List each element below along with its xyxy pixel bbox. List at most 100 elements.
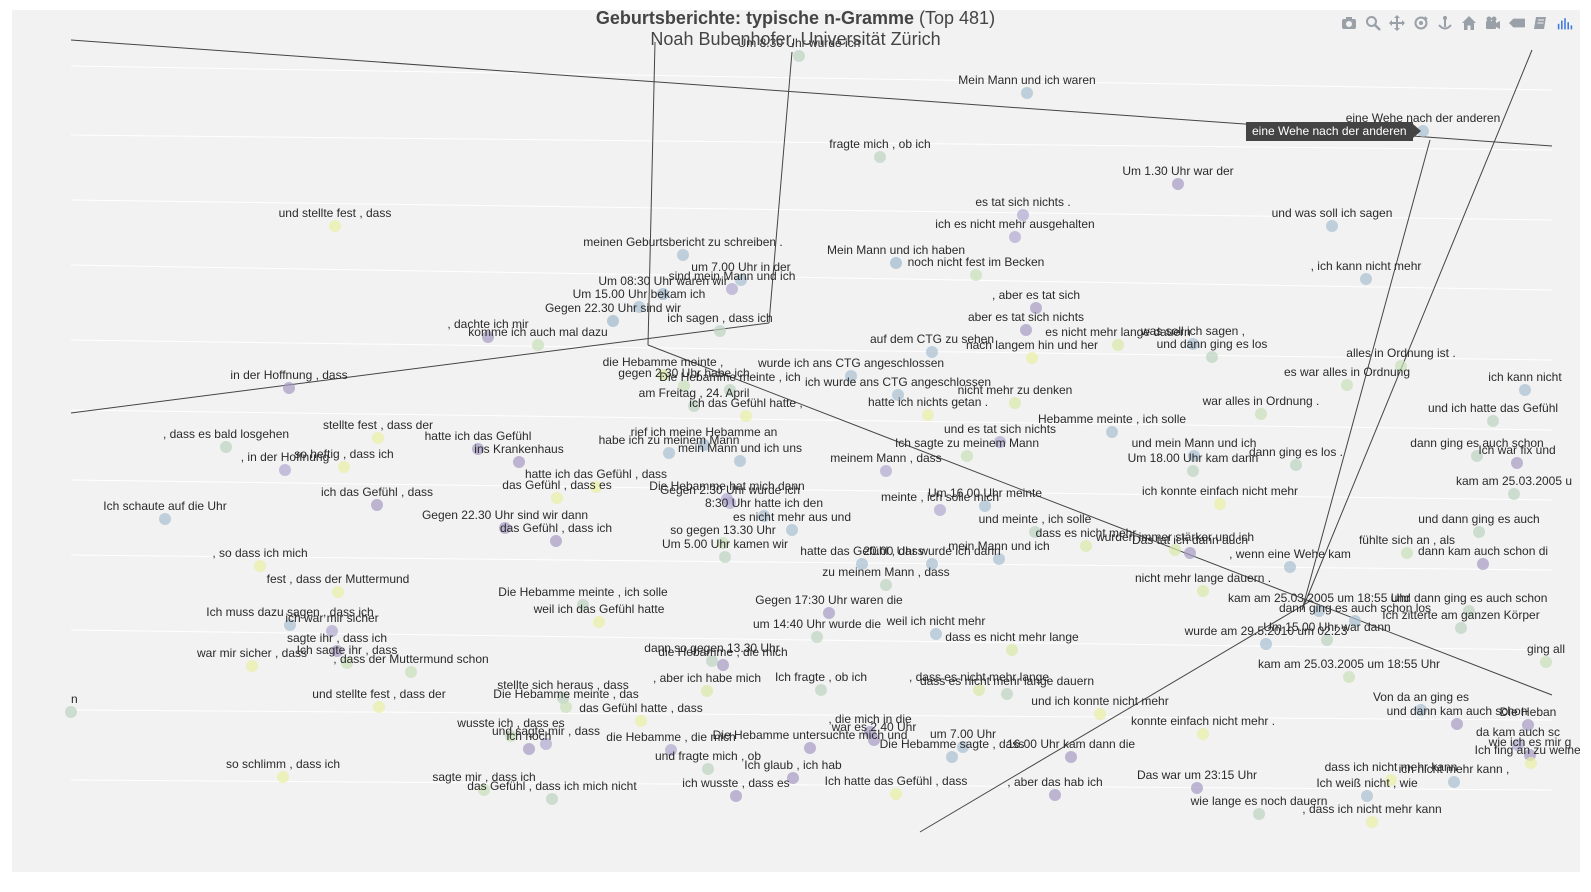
camera-last-save-icon[interactable] xyxy=(1483,13,1503,33)
point-marker-70[interactable] xyxy=(159,513,171,525)
point-marker-142[interactable] xyxy=(1525,757,1537,769)
point-marker-87[interactable] xyxy=(926,558,938,570)
point-marker-105[interactable] xyxy=(331,645,343,657)
point-marker-106[interactable] xyxy=(706,655,718,667)
point-marker-96[interactable] xyxy=(284,619,296,631)
point-marker-15[interactable] xyxy=(657,288,669,300)
point-marker-125[interactable] xyxy=(635,715,647,727)
point-marker-139[interactable] xyxy=(702,763,714,775)
point-marker-52[interactable] xyxy=(663,447,675,459)
point-marker-50[interactable] xyxy=(220,441,232,453)
point-marker-43[interactable] xyxy=(1106,426,1118,438)
point-marker-95[interactable] xyxy=(1463,605,1475,617)
home-icon[interactable] xyxy=(1459,13,1479,33)
point-marker-116[interactable] xyxy=(701,685,713,697)
point-marker-7[interactable] xyxy=(1326,220,1338,232)
point-marker-92[interactable] xyxy=(577,599,589,611)
point-marker-148[interactable] xyxy=(546,793,558,805)
point-marker-48[interactable] xyxy=(1188,450,1200,462)
point-marker-58[interactable] xyxy=(513,456,525,468)
plot-area[interactable]: Um 8.30 Uhr wurde ich Mein Mann und ich w… xyxy=(12,10,1580,872)
point-marker-38[interactable] xyxy=(688,400,700,412)
point-marker-71[interactable] xyxy=(758,510,770,522)
point-marker-108[interactable] xyxy=(341,657,353,669)
point-marker-115[interactable] xyxy=(973,684,985,696)
point-marker-59[interactable] xyxy=(880,465,892,477)
point-marker-8[interactable] xyxy=(1009,231,1021,243)
point-marker-26[interactable] xyxy=(1026,352,1038,364)
point-marker-11[interactable] xyxy=(970,269,982,281)
point-marker-113[interactable] xyxy=(1343,671,1355,683)
point-marker-32[interactable] xyxy=(1341,379,1353,391)
point-marker-62[interactable] xyxy=(1508,488,1520,500)
point-marker-153[interactable] xyxy=(1366,816,1378,828)
point-marker-120[interactable] xyxy=(373,701,385,713)
point-marker-45[interactable] xyxy=(698,439,710,451)
pan-icon[interactable] xyxy=(1387,13,1407,33)
point-marker-18[interactable] xyxy=(607,315,619,327)
point-marker-42[interactable] xyxy=(1487,415,1499,427)
point-marker-132[interactable] xyxy=(523,743,535,755)
point-marker-127[interactable] xyxy=(1197,728,1209,740)
point-marker-117[interactable] xyxy=(1001,688,1013,700)
point-marker-76[interactable] xyxy=(550,535,562,547)
orbit-rotation-icon[interactable] xyxy=(1411,13,1431,33)
point-marker-21[interactable] xyxy=(482,331,494,343)
point-marker-47[interactable] xyxy=(961,450,973,462)
point-marker-29[interactable] xyxy=(657,369,669,381)
point-marker-128[interactable] xyxy=(505,730,517,742)
point-marker-98[interactable] xyxy=(1349,615,1361,627)
point-marker-89[interactable] xyxy=(880,579,892,591)
point-marker-101[interactable] xyxy=(811,631,823,643)
point-marker-41[interactable] xyxy=(1255,408,1267,420)
point-marker-0[interactable] xyxy=(793,50,805,62)
point-marker-150[interactable] xyxy=(1049,789,1061,801)
point-marker-3[interactable] xyxy=(874,151,886,163)
point-marker-13[interactable] xyxy=(735,274,747,286)
point-marker-65[interactable] xyxy=(724,497,736,509)
point-marker-151[interactable] xyxy=(1361,790,1373,802)
point-marker-122[interactable] xyxy=(1094,708,1106,720)
point-marker-99[interactable] xyxy=(1455,622,1467,634)
point-marker-103[interactable] xyxy=(1321,634,1333,646)
point-marker-121[interactable] xyxy=(560,701,572,713)
point-marker-46[interactable] xyxy=(994,436,1006,448)
point-marker-119[interactable] xyxy=(1415,704,1427,716)
point-marker-1[interactable] xyxy=(1021,87,1033,99)
tag-icon[interactable] xyxy=(1507,13,1527,33)
point-marker-112[interactable] xyxy=(405,666,417,678)
point-marker-23[interactable] xyxy=(1112,339,1124,351)
point-marker-78[interactable] xyxy=(1080,540,1092,552)
point-marker-152[interactable] xyxy=(1253,808,1265,820)
point-marker-146[interactable] xyxy=(890,788,902,800)
scatter-points[interactable] xyxy=(65,50,1552,828)
point-marker-69[interactable] xyxy=(1214,498,1226,510)
point-marker-102[interactable] xyxy=(930,628,942,640)
point-marker-100[interactable] xyxy=(326,625,338,637)
point-marker-55[interactable] xyxy=(1511,457,1523,469)
point-marker-111[interactable] xyxy=(1540,656,1552,668)
point-marker-79[interactable] xyxy=(1169,544,1181,556)
point-marker-104[interactable] xyxy=(1260,638,1272,650)
point-marker-97[interactable] xyxy=(593,616,605,628)
point-marker-82[interactable] xyxy=(719,551,731,563)
point-marker-110[interactable] xyxy=(717,659,729,671)
point-marker-10[interactable] xyxy=(890,257,902,269)
point-marker-109[interactable] xyxy=(246,660,258,672)
point-marker-33[interactable] xyxy=(1519,384,1531,396)
point-marker-72[interactable] xyxy=(499,522,511,534)
point-marker-54[interactable] xyxy=(1290,459,1302,471)
point-marker-25[interactable] xyxy=(926,346,938,358)
point-marker-31[interactable] xyxy=(678,380,690,392)
point-marker-37[interactable] xyxy=(1009,397,1021,409)
point-marker-24[interactable] xyxy=(1187,338,1199,350)
point-marker-130[interactable] xyxy=(1512,739,1524,751)
point-marker-134[interactable] xyxy=(957,741,969,753)
point-marker-17[interactable] xyxy=(1030,302,1042,314)
point-marker-4[interactable] xyxy=(1172,178,1184,190)
point-marker-84[interactable] xyxy=(1477,558,1489,570)
spikelines-icon[interactable] xyxy=(1531,13,1551,33)
point-marker-44[interactable] xyxy=(372,432,384,444)
turntable-icon[interactable] xyxy=(1435,13,1455,33)
point-marker-86[interactable] xyxy=(856,558,868,570)
